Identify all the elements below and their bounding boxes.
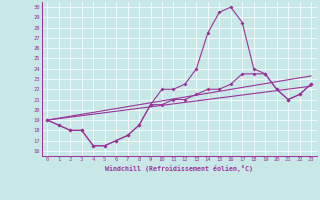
X-axis label: Windchill (Refroidissement éolien,°C): Windchill (Refroidissement éolien,°C) (105, 165, 253, 172)
